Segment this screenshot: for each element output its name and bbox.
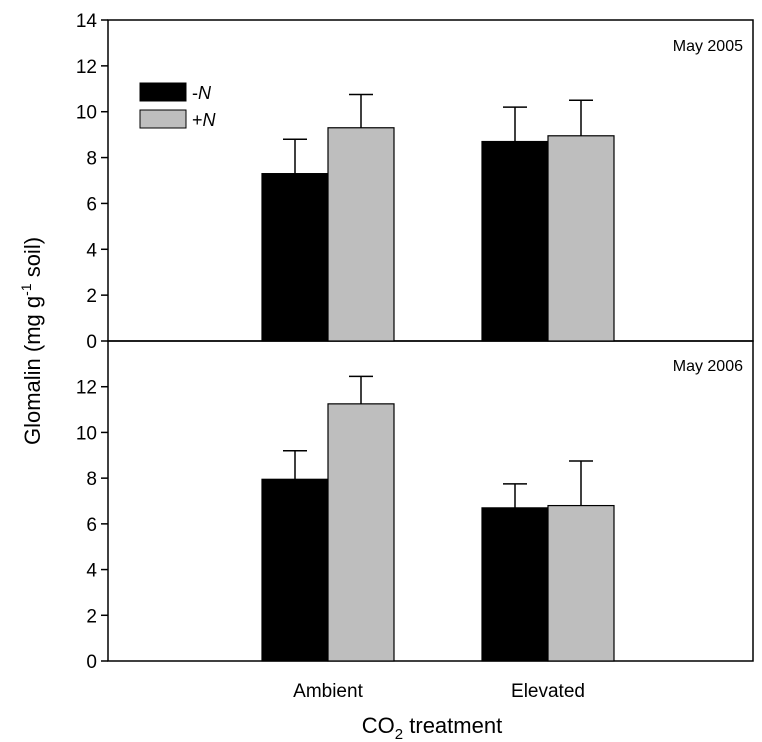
bar — [327, 127, 395, 342]
y-axis-title: Glomalin (mg g-1 soil) — [18, 237, 45, 445]
y-tick-label: 4 — [86, 561, 97, 582]
y-tick-label: 14 — [76, 11, 98, 32]
y-tick-label: 8 — [86, 469, 97, 490]
bar — [547, 504, 615, 662]
bar — [481, 507, 549, 662]
bar — [261, 478, 329, 662]
legend-label-minus-n: -N — [192, 83, 212, 103]
y-tick-label: 0 — [86, 332, 97, 353]
category-label-ambient: Ambient — [293, 681, 363, 702]
bar — [481, 140, 549, 342]
bar — [261, 173, 329, 342]
legend-swatch-minus-n — [139, 82, 187, 102]
category-label-elevated: Elevated — [511, 681, 585, 702]
bar — [327, 403, 395, 662]
bottom-panel-frame — [107, 340, 754, 662]
panel-label-top: May 2005 — [673, 38, 743, 55]
y-tick-label: 6 — [86, 194, 97, 215]
bar — [547, 135, 615, 342]
top-panel-frame — [107, 19, 754, 342]
y-tick-label: 12 — [76, 57, 97, 78]
y-tick-label: 2 — [86, 606, 97, 627]
y-tick-label: 10 — [76, 423, 97, 444]
y-tick-label: 2 — [86, 286, 97, 307]
y-tick-label: 6 — [86, 515, 97, 536]
legend: -N +N — [139, 82, 217, 130]
panel-label-bottom: May 2006 — [673, 358, 743, 375]
y-tick-label: 10 — [76, 103, 97, 124]
y-tick-label: 4 — [86, 240, 97, 261]
y-tick-label: 0 — [86, 652, 97, 673]
y-tick-label: 8 — [86, 149, 97, 170]
legend-swatch-plus-n — [139, 109, 187, 129]
x-axis-title: CO2 treatment — [362, 713, 502, 742]
y-tick-label: 12 — [76, 378, 97, 399]
legend-label-plus-n: +N — [192, 110, 217, 130]
